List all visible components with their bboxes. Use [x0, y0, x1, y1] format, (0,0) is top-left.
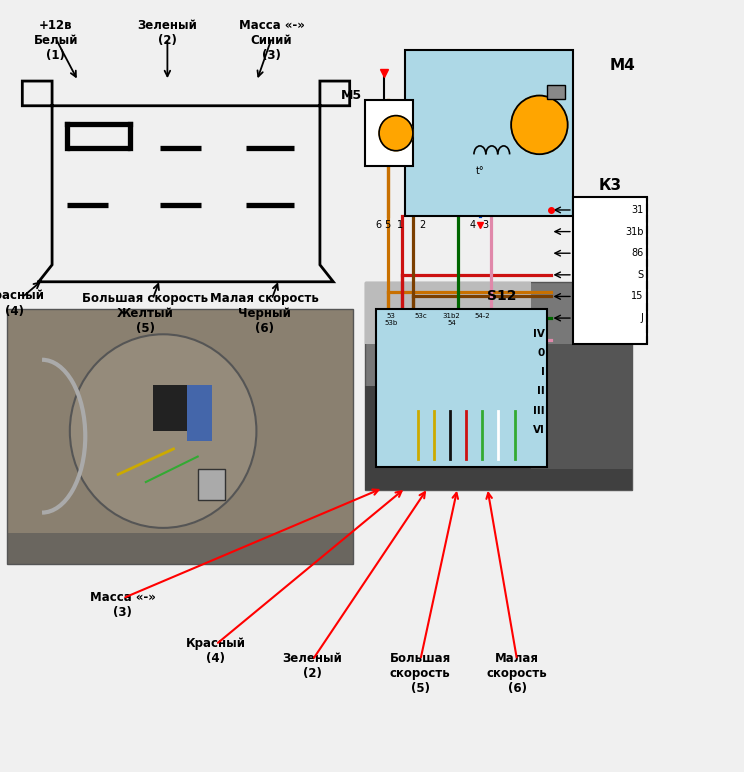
FancyBboxPatch shape: [418, 313, 525, 375]
Text: VI: VI: [533, 425, 545, 435]
FancyBboxPatch shape: [7, 309, 353, 564]
Text: 31b2
54: 31b2 54: [443, 313, 461, 326]
FancyBboxPatch shape: [365, 386, 632, 490]
Text: 54-2: 54-2: [474, 313, 490, 319]
Text: III: III: [533, 406, 545, 415]
Text: S: S: [638, 270, 644, 279]
Circle shape: [379, 116, 413, 151]
Text: 5: 5: [385, 220, 391, 230]
Text: IV: IV: [533, 329, 545, 338]
Text: Красный
(4): Красный (4): [0, 290, 45, 317]
FancyBboxPatch shape: [410, 365, 512, 411]
Text: М5: М5: [341, 89, 362, 102]
Text: Зеленый
(2): Зеленый (2): [283, 652, 342, 680]
Text: Масса «-»
(3): Масса «-» (3): [90, 591, 155, 618]
Text: 0: 0: [537, 348, 545, 357]
Text: Большая скорость
Желтый
(5): Большая скорость Желтый (5): [82, 292, 208, 335]
Text: Масса «-»
Синий
(3): Масса «-» Синий (3): [239, 19, 304, 63]
Text: Малая скорость
Черный
(6): Малая скорость Черный (6): [210, 292, 318, 335]
Text: К3: К3: [598, 178, 622, 193]
Text: 86: 86: [632, 249, 644, 258]
Text: 6: 6: [375, 220, 381, 230]
Text: 2: 2: [420, 220, 426, 230]
FancyBboxPatch shape: [365, 282, 530, 344]
Text: I: I: [541, 367, 545, 377]
FancyBboxPatch shape: [405, 50, 573, 216]
FancyBboxPatch shape: [573, 197, 647, 344]
FancyBboxPatch shape: [187, 385, 211, 442]
Text: 31b: 31b: [625, 227, 644, 236]
Circle shape: [70, 334, 257, 528]
FancyBboxPatch shape: [365, 100, 413, 166]
FancyBboxPatch shape: [198, 469, 225, 500]
FancyBboxPatch shape: [547, 86, 565, 100]
Text: 15: 15: [631, 292, 644, 301]
Text: 3: 3: [483, 220, 489, 230]
Text: Зеленый
(2): Зеленый (2): [138, 19, 197, 47]
Text: 4: 4: [469, 220, 475, 230]
Circle shape: [511, 96, 568, 154]
Text: S12: S12: [487, 289, 517, 303]
Text: t°: t°: [475, 166, 484, 176]
Text: 1: 1: [397, 220, 403, 230]
Text: Большая
скорость
(5): Большая скорость (5): [390, 652, 451, 696]
Text: 53
53b: 53 53b: [384, 313, 397, 326]
Text: 31: 31: [632, 205, 644, 215]
Text: +12в
Белый
(1): +12в Белый (1): [33, 19, 78, 63]
FancyBboxPatch shape: [376, 309, 547, 467]
Text: Малая
скорость
(6): Малая скорость (6): [487, 652, 548, 696]
Text: J: J: [641, 313, 644, 323]
Text: 53c: 53c: [414, 313, 427, 319]
FancyBboxPatch shape: [365, 282, 632, 490]
FancyBboxPatch shape: [153, 385, 194, 431]
FancyBboxPatch shape: [7, 533, 353, 564]
Text: II: II: [537, 387, 545, 396]
FancyBboxPatch shape: [530, 344, 632, 469]
Text: М4: М4: [610, 58, 636, 73]
Text: Красный
(4): Красный (4): [186, 637, 246, 665]
